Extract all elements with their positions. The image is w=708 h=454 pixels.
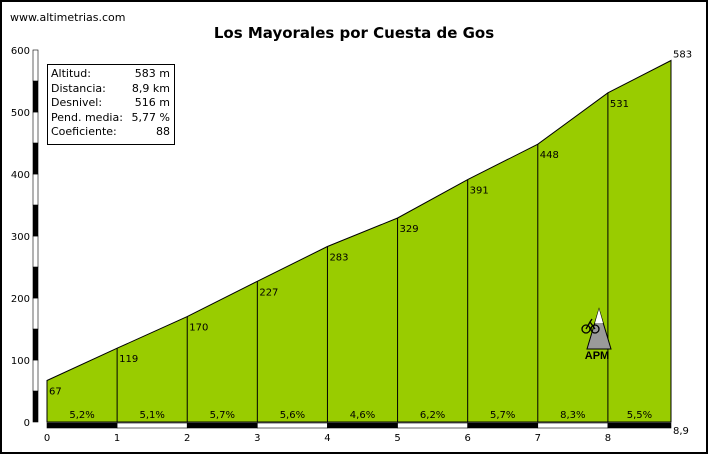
y-axis-bar-segment xyxy=(32,328,39,361)
segment-grade-label: 5,2% xyxy=(69,410,94,421)
info-label: Coeficiente: xyxy=(51,125,117,139)
x-axis-bar-segment xyxy=(607,422,672,429)
segment-grade-label: 5,1% xyxy=(139,410,164,421)
info-label: Desnivel: xyxy=(51,96,103,110)
point-altitude-label: 583 xyxy=(673,50,692,61)
x-tick-label: 1 xyxy=(114,433,120,444)
site-url: www.altimetrias.com xyxy=(10,11,126,24)
y-axis-bar-segment xyxy=(32,173,39,206)
y-axis-bar-segment xyxy=(32,204,39,237)
y-tick-label: 300 xyxy=(11,232,30,243)
x-tick-label: 3 xyxy=(254,433,260,444)
x-tick-label: 0 xyxy=(44,433,50,444)
y-axis-bar-segment xyxy=(32,80,39,113)
info-label: Pend. media: xyxy=(51,110,123,124)
info-row-altitude: Altitud: 583 m xyxy=(51,67,170,82)
x-axis-bar-segment xyxy=(186,422,258,429)
chart-title: Los Mayorales por Cuesta de Gos xyxy=(213,24,495,42)
y-tick-label: 500 xyxy=(11,108,30,119)
snow-cap-icon xyxy=(595,309,603,323)
info-box: Altitud: 583 m Distancia: 8,9 km Desnive… xyxy=(47,64,175,145)
x-axis-bar-segment xyxy=(397,422,468,429)
y-axis-bar-segment xyxy=(32,142,39,175)
y-axis-bar-segment xyxy=(32,266,39,299)
x-axis-bar-segment xyxy=(46,422,118,429)
point-altitude-label: 227 xyxy=(259,287,278,298)
info-value: 8,9 km xyxy=(131,81,170,95)
info-label: Distancia: xyxy=(51,81,106,95)
logo-text: APM xyxy=(585,350,609,362)
x-axis-bar-segment xyxy=(327,422,398,429)
x-axis-bar-segment xyxy=(116,422,188,429)
bike-wheel-icon xyxy=(581,324,591,334)
apm-logo: APM xyxy=(581,307,612,362)
point-altitude-label: 329 xyxy=(400,224,419,235)
x-axis-bar-segment xyxy=(257,422,328,429)
info-value: 5,77 % xyxy=(131,110,170,124)
point-altitude-label: 119 xyxy=(119,354,138,365)
y-axis-bar-segment xyxy=(32,297,39,330)
x-tick-label: 5 xyxy=(394,433,400,444)
x-tick-label: 7 xyxy=(535,433,541,444)
point-altitude-label: 170 xyxy=(189,323,208,334)
y-axis-bar-segment xyxy=(32,49,39,82)
info-row-average-grade: Pend. media: 5,77 % xyxy=(51,111,170,126)
segment-grade-label: 5,6% xyxy=(280,410,305,421)
info-label: Altitud: xyxy=(51,67,91,80)
point-altitude-label: 283 xyxy=(329,253,348,264)
x-tick-label: 4 xyxy=(324,433,330,444)
info-row-elevation-gain: Desnivel: 516 m xyxy=(51,96,170,111)
y-tick-label: 600 xyxy=(11,46,30,57)
y-tick-label: 0 xyxy=(24,418,30,429)
bike-wheel-icon xyxy=(590,324,600,334)
info-value: 516 m xyxy=(134,96,170,110)
info-row-coefficient: Coeficiente: 88 xyxy=(51,125,170,140)
cyclist-icon xyxy=(585,318,596,330)
point-altitude-label: 391 xyxy=(470,186,489,197)
point-altitude-label: 448 xyxy=(540,150,559,161)
x-tick-label: 8 xyxy=(605,433,611,444)
segment-grade-label: 5,5% xyxy=(627,410,652,421)
point-altitude-label: 67 xyxy=(49,386,62,397)
y-axis-bar-segment xyxy=(32,359,39,392)
segment-grade-label: 5,7% xyxy=(210,410,235,421)
y-tick-label: 200 xyxy=(11,294,30,305)
segment-grade-label: 6,2% xyxy=(420,410,445,421)
segment-grade-label: 5,7% xyxy=(490,410,515,421)
info-value: 88 xyxy=(156,125,170,139)
profile-area xyxy=(46,59,672,423)
segment-grade-label: 8,3% xyxy=(560,410,585,421)
y-axis-bar-segment xyxy=(32,390,39,423)
x-tick-label: 2 xyxy=(184,433,190,444)
info-value: 583 m xyxy=(134,67,170,80)
segment-grade-label: 4,6% xyxy=(350,410,375,421)
x-axis-bar-segment xyxy=(537,422,609,429)
y-axis-bar-segment xyxy=(32,111,39,144)
y-axis-bar-segment xyxy=(32,235,39,268)
info-row-distance: Distancia: 8,9 km xyxy=(51,82,170,97)
y-tick-label: 100 xyxy=(11,356,30,367)
point-altitude-label: 531 xyxy=(610,99,629,110)
x-axis-bar-segment xyxy=(467,422,539,429)
y-tick-label: 400 xyxy=(11,170,30,181)
x-end-label: 8,9 xyxy=(673,426,689,437)
x-tick-label: 6 xyxy=(464,433,470,444)
